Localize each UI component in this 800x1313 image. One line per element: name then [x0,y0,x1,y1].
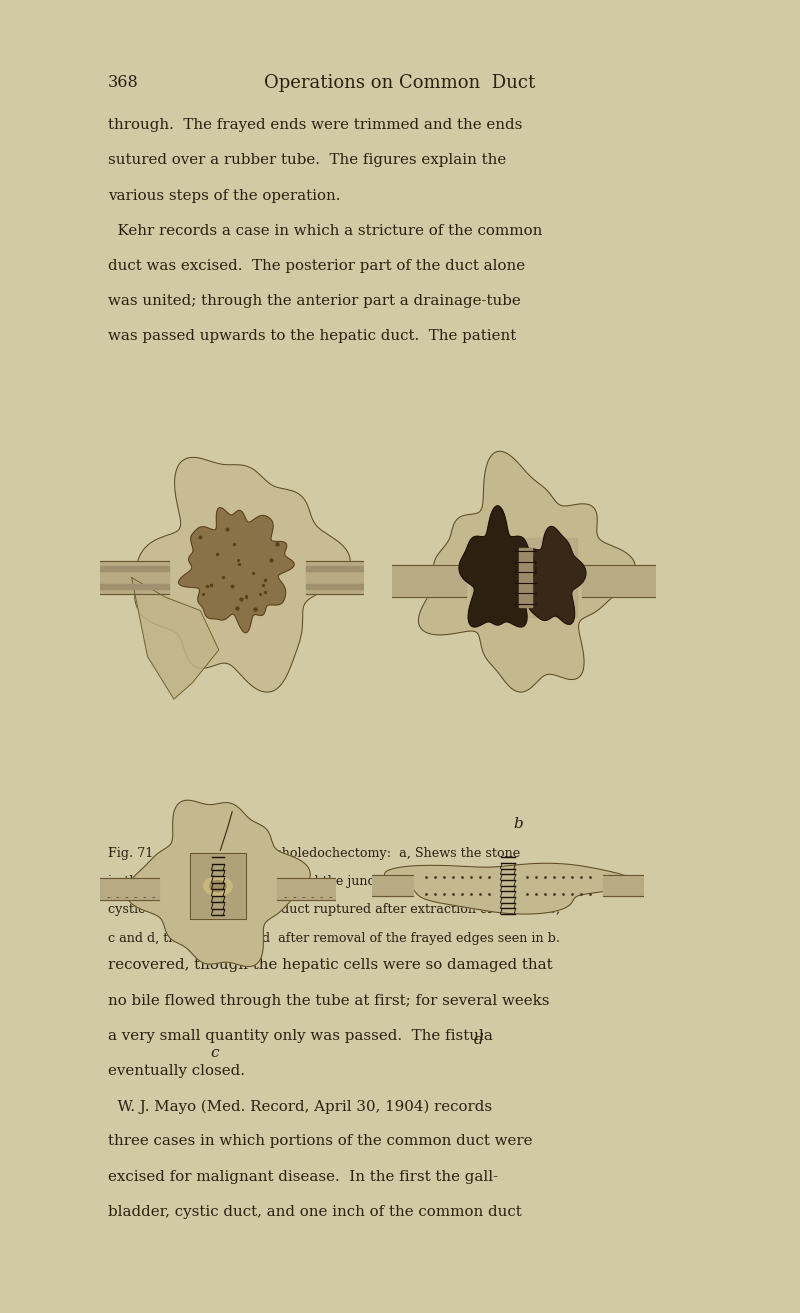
Text: through.  The frayed ends were trimmed and the ends: through. The frayed ends were trimmed an… [108,118,522,133]
Text: d: d [474,1033,483,1048]
Text: recovered, though the hepatic cells were so damaged that: recovered, though the hepatic cells were… [108,958,553,973]
Polygon shape [306,562,364,593]
Polygon shape [100,584,169,590]
Polygon shape [418,452,635,692]
Text: in the common duct, just beyond the junction of the hepatic and: in the common duct, just beyond the junc… [108,874,521,888]
Ellipse shape [204,877,232,895]
Text: b: b [514,817,523,831]
Polygon shape [459,506,536,626]
Text: eventually closed.: eventually closed. [108,1064,245,1078]
Polygon shape [582,565,656,597]
Polygon shape [132,578,219,699]
Text: c and d, the duct sutured  after removal of the frayed edges seen in b.: c and d, the duct sutured after removal … [108,932,560,944]
Polygon shape [518,549,532,607]
Polygon shape [277,878,336,899]
Text: three cases in which portions of the common duct were: three cases in which portions of the com… [108,1134,533,1149]
Polygon shape [126,800,310,966]
Text: was united; through the anterior part a drainage-tube: was united; through the anterior part a … [108,294,521,309]
Text: Kehr records a case in which a stricture of the common: Kehr records a case in which a stricture… [108,223,542,238]
Polygon shape [100,878,159,899]
Text: Operations on Common  Duct: Operations on Common Duct [264,74,536,92]
Polygon shape [385,863,634,914]
Text: a very small quantity only was passed.  The fistula: a very small quantity only was passed. T… [108,1029,493,1043]
Polygon shape [522,527,586,624]
Text: Fig. 71.—Doyen’s case of choledochectomy:  a, Shews the stone: Fig. 71.—Doyen’s case of choledochectomy… [108,847,520,860]
Text: 368: 368 [108,74,138,91]
Polygon shape [100,566,169,571]
Text: bladder, cystic duct, and one inch of the common duct: bladder, cystic duct, and one inch of th… [108,1205,522,1218]
Text: duct was excised.  The posterior part of the duct alone: duct was excised. The posterior part of … [108,259,525,273]
Polygon shape [134,457,350,692]
Text: c: c [210,1046,218,1061]
Text: W. J. Mayo (Med. Record, April 30, 1904) records: W. J. Mayo (Med. Record, April 30, 1904)… [108,1099,492,1113]
Text: no bile flowed through the tube at first; for several weeks: no bile flowed through the tube at first… [108,994,550,1007]
Polygon shape [306,584,364,590]
Polygon shape [190,853,246,919]
Polygon shape [603,876,644,895]
Polygon shape [392,565,466,597]
Text: was passed upwards to the hepatic duct.  The patient: was passed upwards to the hepatic duct. … [108,330,516,343]
Ellipse shape [210,881,226,892]
Text: a: a [231,817,241,831]
Text: excised for malignant disease.  In the first the gall-: excised for malignant disease. In the fi… [108,1170,498,1183]
Polygon shape [471,538,577,617]
Polygon shape [306,566,364,571]
Polygon shape [178,508,294,633]
Text: various steps of the operation.: various steps of the operation. [108,189,341,202]
Polygon shape [100,562,169,593]
Text: sutured over a rubber tube.  The figures explain the: sutured over a rubber tube. The figures … [108,154,506,167]
Polygon shape [372,876,413,895]
Text: cystic ducts;  b, shews the duct ruptured after extraction of the stone;: cystic ducts; b, shews the duct ruptured… [108,903,560,916]
